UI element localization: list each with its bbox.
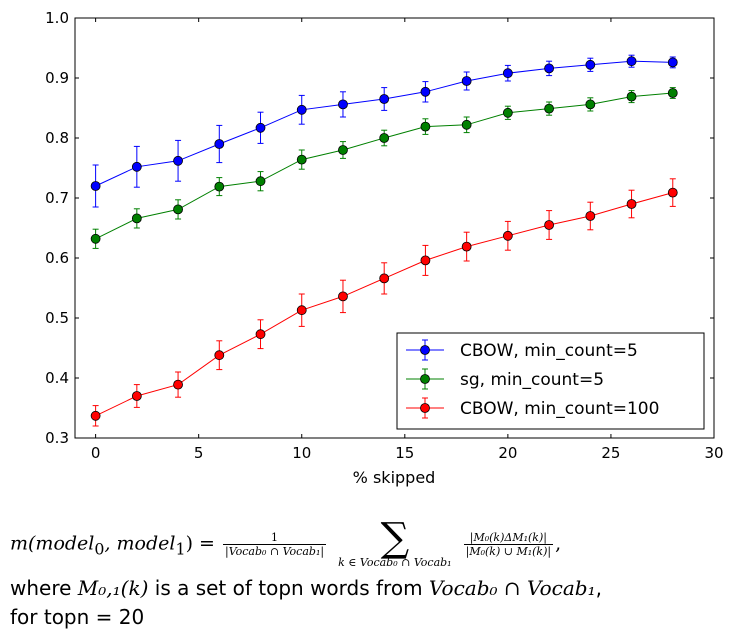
legend-marker (420, 403, 430, 413)
data-point (502, 107, 513, 118)
data-point (296, 104, 307, 115)
data-point (461, 241, 472, 252)
data-point (338, 99, 348, 110)
y-tick-label: 1.0 (45, 9, 69, 27)
caption-line-1: where M₀,₁(k) is a set of topn words fro… (10, 576, 602, 600)
y-tick-label: 0.4 (45, 369, 69, 387)
data-point (131, 213, 142, 224)
data-point (214, 350, 225, 361)
data-point (420, 86, 431, 97)
y-tick-label: 0.8 (45, 129, 69, 147)
legend-box (396, 332, 705, 430)
formula-frac-num: 1 (222, 531, 327, 545)
data-point (420, 121, 431, 132)
formula-comma: , model (104, 532, 176, 555)
legend-label: CBOW, min_count=5 (460, 341, 638, 361)
chart: 0 5 10 15 20 25 30 0.3 0.4 0.5 0.6 0.7 0.8 0.9 1.0 % s… (45, 9, 723, 487)
data-point (90, 181, 101, 191)
data-point (296, 154, 307, 165)
data-point (585, 59, 596, 70)
caption-prefix: where (10, 576, 78, 600)
data-point (502, 230, 513, 241)
caption-math-2: Vocab₀ ∩ Vocab₁ (428, 576, 596, 600)
data-point (502, 68, 513, 79)
data-point (379, 94, 390, 104)
data-point (667, 57, 678, 68)
y-tick-label: 0.3 (45, 429, 69, 447)
series-layer (90, 54, 678, 427)
x-axis-label: % skipped (353, 468, 436, 487)
y-tick-label: 0.7 (45, 189, 69, 207)
caption-mid: is a set of topn words from (148, 576, 429, 600)
data-point (626, 199, 637, 209)
data-point (544, 103, 554, 114)
data-point (626, 91, 637, 102)
formula-close: ) = (185, 532, 221, 555)
data-point (90, 410, 101, 421)
x-tick-label: 25 (601, 444, 620, 462)
data-point (667, 187, 678, 198)
y-tick-label: 0.9 (45, 69, 69, 87)
data-point (90, 233, 101, 244)
x-tick-label: 15 (395, 444, 414, 462)
data-point (379, 133, 390, 143)
x-tick-label: 30 (704, 444, 723, 462)
data-point (173, 379, 183, 390)
data-point (338, 145, 348, 155)
formula-sum: ∑ k ∈ Vocab₀ ∩ Vocab₁ (338, 515, 452, 569)
legend-marker (420, 345, 430, 355)
distance-formula: m(model0, model1) = 1 |Vocab₀ ∩ Vocab₁| … (10, 515, 562, 569)
data-point (585, 211, 596, 221)
formula-sub1: 1 (175, 539, 186, 559)
data-point (338, 291, 348, 302)
data-point (379, 273, 390, 284)
data-point (461, 119, 472, 130)
formula-lhs: m(model (10, 532, 95, 555)
formula-sigma: ∑ (380, 515, 410, 561)
series-1 (90, 87, 678, 249)
axis-ticks: 0 5 10 15 20 25 30 0.3 0.4 0.5 0.6 0.7 0.8 0.9 1.0 (45, 9, 723, 462)
x-tick-label: 0 (91, 444, 101, 462)
data-point (461, 76, 472, 86)
formula-term-num: |M₀(k)ΔM₁(k)| (463, 531, 554, 545)
data-point (255, 122, 266, 133)
formula-normalizer: 1 |Vocab₀ ∩ Vocab₁| (222, 531, 327, 558)
formula-frac-den: |Vocab₀ ∩ Vocab₁| (224, 545, 325, 558)
x-tick-label: 20 (498, 444, 517, 462)
formula-tail: , (555, 532, 562, 555)
caption-line-2: for topn = 20 (10, 605, 145, 629)
data-point (131, 161, 142, 172)
data-point (173, 155, 183, 166)
data-point (131, 391, 142, 401)
formula-sub0: 0 (94, 539, 105, 559)
data-point (544, 220, 554, 230)
legend: CBOW, min_count=5 sg, min_count=5 CBOW, mi… (396, 332, 705, 430)
data-point (173, 204, 183, 215)
data-point (544, 63, 554, 74)
series-2 (90, 178, 678, 427)
caption-math-1: M₀,₁(k) (77, 576, 149, 600)
data-point (585, 99, 596, 110)
legend-marker (420, 374, 430, 384)
data-point (255, 329, 266, 340)
y-tick-label: 0.6 (45, 249, 69, 267)
legend-label: sg, min_count=5 (460, 370, 604, 390)
data-point (420, 255, 431, 266)
x-tick-label: 5 (194, 444, 204, 462)
formula-term-den: |M₀(k) ∪ M₁(k)| (465, 545, 552, 558)
data-point (296, 305, 307, 316)
series-0 (90, 54, 678, 208)
data-point (667, 88, 678, 98)
data-point (214, 139, 225, 149)
x-tick-label: 10 (292, 444, 311, 462)
formula-term: |M₀(k)ΔM₁(k)| |M₀(k) ∪ M₁(k)| (463, 531, 554, 558)
formula-sigma-sub: k ∈ Vocab₀ ∩ Vocab₁ (338, 556, 452, 569)
data-point (255, 176, 266, 187)
y-tick-label: 0.5 (45, 309, 69, 327)
legend-label: CBOW, min_count=100 (460, 399, 659, 419)
data-point (214, 181, 225, 192)
caption-suffix: , (595, 576, 602, 600)
data-point (626, 56, 637, 67)
